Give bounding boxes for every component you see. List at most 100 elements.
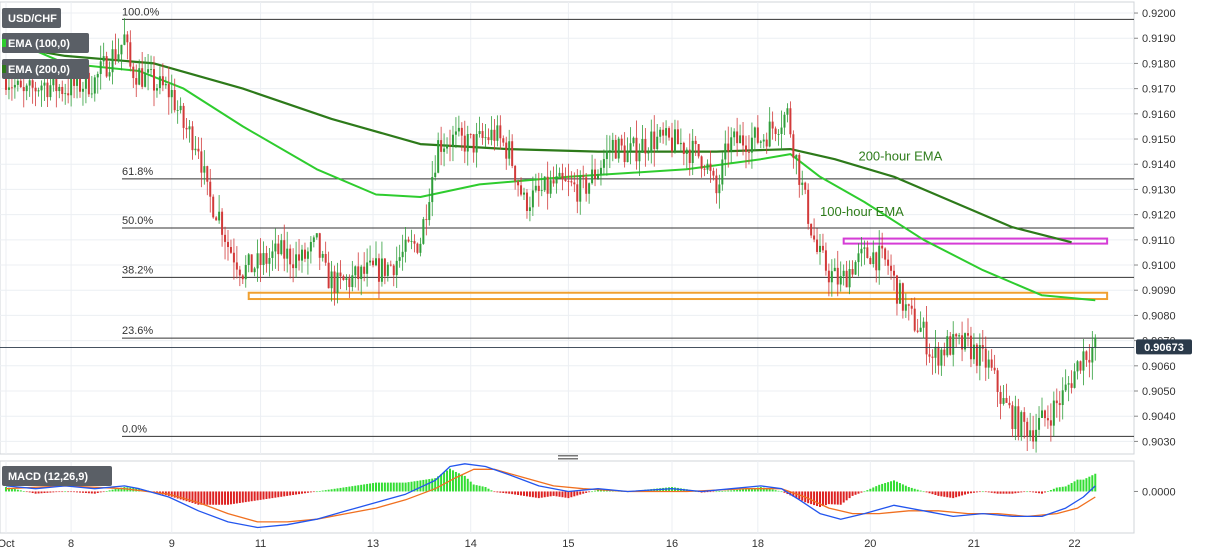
macd-histogram-bar (813, 491, 816, 506)
candle-body (573, 182, 576, 185)
macd-histogram-bar (1032, 491, 1035, 493)
candle-body (1008, 402, 1011, 406)
grid-layer (0, 1, 1135, 534)
fib-level-label: 61.8% (122, 166, 153, 178)
macd-histogram-bar (869, 488, 872, 492)
macd-histogram-bar (508, 491, 511, 494)
candle-body (570, 181, 573, 183)
macd-histogram-bar (747, 488, 750, 492)
candle-body (611, 139, 614, 151)
candle-body (623, 145, 626, 163)
macd-histogram-bar (369, 483, 372, 492)
candle-body (383, 258, 386, 276)
macd-histogram-bar (907, 487, 910, 492)
macd-histogram-bar (792, 491, 795, 497)
candle-body (487, 137, 490, 141)
candle-body (978, 345, 981, 366)
macd-histogram-bar (830, 491, 833, 505)
macd-histogram-bar (185, 491, 188, 502)
macd-histogram-bar (499, 491, 502, 493)
candle-body (931, 356, 934, 358)
candle-body (839, 276, 842, 285)
candle-body (37, 90, 40, 92)
macd-histogram-bar (946, 491, 949, 498)
macd-histogram-bar (525, 491, 528, 497)
candle-body (215, 217, 218, 221)
candle-body (410, 241, 413, 242)
fib-level-label: 50.0% (122, 215, 153, 227)
candle-body (280, 240, 283, 255)
candle-body (644, 138, 647, 154)
candle-body (608, 150, 611, 151)
macd-histogram-bar (191, 491, 194, 503)
candle-body (5, 76, 7, 90)
candle-body (386, 264, 389, 276)
candle-body (765, 139, 768, 147)
candle-body (123, 34, 126, 45)
x-tick-label: 11 (255, 538, 266, 550)
candle-body (845, 270, 848, 288)
candle-body (292, 264, 295, 269)
macd-histogram-bar (893, 480, 895, 492)
macd-histogram-bar (780, 491, 783, 493)
macd-histogram-bar (520, 491, 523, 496)
zone-layer (247, 237, 1109, 301)
macd-histogram-bar (295, 491, 298, 495)
candle-body (244, 264, 247, 280)
macd-histogram-bar (904, 485, 907, 492)
macd-histogram-bar (981, 491, 984, 493)
candle-body (286, 248, 289, 259)
macd-legend-chip (2, 466, 112, 486)
candle-body (428, 202, 431, 221)
y-tick-label: 0.9120 (1142, 210, 1176, 222)
macd-histogram-bar (925, 491, 928, 493)
candle-body (863, 247, 866, 249)
candle-body (676, 129, 679, 145)
macd-histogram-bar (274, 491, 277, 498)
candle-body (804, 182, 807, 190)
candle-body (697, 144, 700, 157)
macd-histogram-bar (940, 491, 943, 497)
macd-histogram-bar (1082, 479, 1085, 492)
candle-body (283, 240, 286, 259)
candle-body (153, 69, 155, 91)
macd-histogram-bar (857, 491, 860, 494)
candle-body (1073, 371, 1076, 388)
x-tick-label: 15 (562, 538, 574, 550)
x-tick-label: 21 (968, 538, 980, 550)
macd-histogram-bar (540, 491, 543, 498)
macd-histogram-bar (318, 491, 321, 492)
x-tick-label: 18 (752, 538, 764, 550)
macd-histogram-bar (993, 491, 996, 494)
candle-body (52, 74, 55, 86)
macd-histogram-bar (824, 491, 827, 506)
macd-histogram-bar (333, 488, 336, 492)
candle-body (1058, 403, 1061, 406)
candle-body (602, 159, 605, 168)
macd-histogram-bar (386, 482, 389, 492)
macd-histogram-bar (298, 491, 301, 495)
x-tick-label: 8 (68, 538, 74, 550)
candle-body (588, 183, 591, 194)
macd-histogram-bar (176, 491, 179, 499)
macd-histogram-bar (292, 491, 295, 496)
candle-body (348, 278, 351, 288)
macd-histogram-bar (1076, 479, 1079, 492)
macd-histogram-bar (742, 489, 745, 492)
y-tick-label: 0.9140 (1142, 159, 1176, 171)
candle-body (964, 333, 967, 350)
candle-body (404, 239, 407, 252)
macd-histogram-bar (576, 491, 579, 496)
macd-histogram-bar (451, 470, 454, 492)
macd-histogram-bar (247, 491, 250, 502)
macd-histogram-bar (546, 491, 549, 497)
candle-body (1052, 400, 1055, 426)
x-tick-label: 14 (465, 538, 477, 550)
candle-body (925, 321, 928, 355)
macd-histogram-bar (753, 487, 756, 492)
candle-body (126, 34, 129, 43)
macd-histogram-bar (46, 491, 49, 493)
macd-histogram-bar (934, 491, 937, 496)
macd-histogram-bar (197, 491, 200, 505)
candle-body (937, 346, 940, 366)
